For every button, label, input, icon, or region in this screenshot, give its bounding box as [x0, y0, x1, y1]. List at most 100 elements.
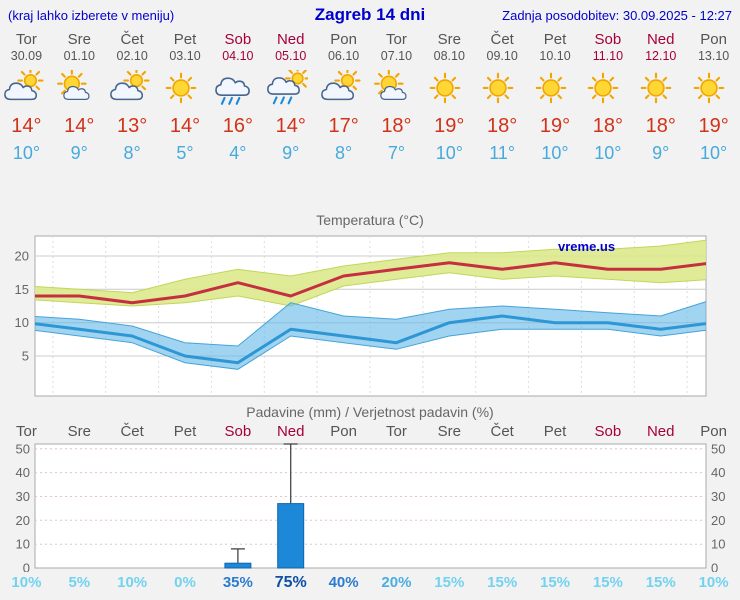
low-temp: 8° — [334, 143, 353, 163]
precip-day-label-13: Ned — [646, 423, 675, 440]
svg-text:50: 50 — [16, 441, 30, 456]
precip-probability-4: 0% — [174, 574, 196, 591]
day-column-1: Tor 30.09 14° 10° — [0, 31, 53, 164]
svg-text:5: 5 — [22, 349, 29, 364]
low-temp: 10° — [541, 143, 569, 163]
sun-icon — [476, 70, 529, 112]
day-column-7: Pon 06.10 17° 8° — [317, 31, 370, 164]
day-column-6: Ned 05.10 14° 9° — [264, 31, 317, 164]
day-name: Sob — [224, 31, 252, 48]
precip-day-label-12: Sob — [594, 423, 622, 440]
day-name: Sob — [594, 31, 622, 48]
page-header: (kraj lahko izberete v meniju) Zagreb 14… — [0, 0, 740, 27]
low-temp: 9° — [70, 143, 88, 163]
high-temp: 19° — [698, 115, 729, 137]
day-column-5: Sob 04.10 16° 4° — [211, 31, 264, 164]
cloud-sun-icon — [0, 70, 53, 112]
day-date: 03.10 — [169, 49, 201, 63]
precip-day-label-4: Pet — [173, 423, 197, 440]
precip-day-label-3: Čet — [120, 423, 144, 440]
svg-text:0: 0 — [711, 561, 718, 573]
precip-probability-14: 10% — [698, 574, 729, 591]
low-temp: 4° — [229, 143, 247, 163]
high-temp: 18° — [381, 115, 412, 137]
high-temp: 13° — [117, 115, 148, 137]
high-temp: 14° — [169, 115, 201, 137]
precip-probability-6: 75% — [274, 574, 307, 591]
low-temp: 8° — [123, 143, 141, 163]
sun-cloud-icon — [53, 70, 106, 112]
precip-day-label-5: Sob — [224, 423, 252, 440]
svg-text:40: 40 — [16, 465, 30, 480]
svg-text:15: 15 — [15, 282, 29, 297]
day-column-3: Čet 02.10 13° 8° — [106, 31, 159, 164]
day-date: 13.10 — [697, 49, 730, 63]
svg-text:30: 30 — [711, 489, 725, 504]
precip-probability-9: 15% — [434, 574, 465, 591]
day-column-2: Sre 01.10 14° 9° — [53, 31, 106, 164]
precip-day-label-14: Pon — [700, 423, 727, 440]
low-temp: 10° — [699, 143, 728, 163]
cloud-sun-icon — [106, 70, 159, 112]
day-date: 11.10 — [592, 49, 624, 63]
sun-icon — [529, 70, 582, 112]
day-date: 02.10 — [116, 49, 148, 63]
day-column-9: Sre 08.10 19° 10° — [423, 31, 476, 164]
low-temp: 10° — [435, 143, 463, 163]
high-temp: 18° — [487, 115, 518, 137]
day-name: Pet — [543, 31, 567, 48]
precip-day-labels: Tor Sre Čet Pet Sob Ned Pon Tor Sre Čet Pet Sob Ned P… — [0, 423, 740, 440]
precip-day-label-10: Čet — [490, 423, 514, 440]
forecast-strip: Tor 30.09 14° 10° Sre 01.10 14° 9° Čet 02.10 13° 8°… — [0, 31, 740, 164]
temperature-chart: 5 10 15 20 vreme.us — [0, 230, 740, 402]
day-date: 01.10 — [63, 49, 95, 63]
precip-probability-8: 20% — [381, 574, 412, 591]
low-temp: 9° — [282, 143, 300, 163]
high-temp: 14° — [11, 115, 42, 137]
day-name: Pon — [330, 31, 357, 48]
day-date: 12.10 — [645, 49, 677, 63]
day-name: Čet — [490, 31, 514, 48]
svg-text:10: 10 — [15, 315, 29, 330]
svg-text:20: 20 — [15, 249, 29, 264]
high-temp: 17° — [328, 115, 359, 137]
sun-icon — [634, 70, 687, 112]
low-temp: 11° — [489, 143, 516, 163]
low-temp: 10° — [594, 143, 622, 163]
page-title: Zagreb 14 dni — [314, 5, 426, 24]
day-date: 04.10 — [222, 49, 254, 63]
day-column-4: Pet 03.10 14° 5° — [159, 31, 212, 164]
precip-probability-1: 10% — [11, 574, 42, 591]
sun-icon — [159, 70, 212, 112]
precip-probability-11: 15% — [540, 574, 571, 591]
day-column-10: Čet 09.10 18° 11° — [476, 31, 529, 164]
day-column-12: Sob 11.10 18° 10° — [581, 31, 634, 164]
low-temp: 10° — [12, 143, 41, 163]
sun-icon — [581, 70, 634, 112]
last-update-text: Zadnja posodobitev: 30.09.2025 - 12:27 — [502, 7, 732, 23]
precip-probability-12: 15% — [592, 574, 623, 591]
precip-probability-13: 15% — [645, 574, 676, 591]
svg-text:30: 30 — [16, 489, 30, 504]
day-name: Ned — [276, 31, 305, 48]
precipitation-chart: 0 0 10 10 20 20 30 30 40 40 50 50 — [0, 440, 740, 572]
low-temp: 5° — [176, 143, 194, 163]
precip-day-label-1: Tor — [16, 423, 37, 440]
precip-probability-5: 35% — [222, 574, 253, 591]
precip-day-label-9: Sre — [437, 423, 461, 440]
svg-text:20: 20 — [16, 513, 30, 528]
sun-icon — [423, 70, 476, 112]
high-temp: 14° — [275, 115, 306, 137]
high-temp: 18° — [645, 115, 676, 137]
precip-probability-2: 5% — [68, 574, 91, 591]
sun-icon — [687, 70, 740, 112]
day-column-14: Pon 13.10 19° 10° — [687, 31, 740, 164]
precipitation-section: Padavine (mm) / Verjetnost padavin (%) T… — [0, 404, 740, 592]
svg-text:50: 50 — [711, 441, 725, 456]
day-column-13: Ned 12.10 18° 9° — [634, 31, 687, 164]
svg-text:0: 0 — [23, 561, 30, 573]
day-name: Sre — [437, 31, 461, 48]
precip-day-label-11: Pet — [543, 423, 567, 440]
high-temp: 19° — [539, 115, 571, 137]
svg-text:20: 20 — [711, 513, 725, 528]
